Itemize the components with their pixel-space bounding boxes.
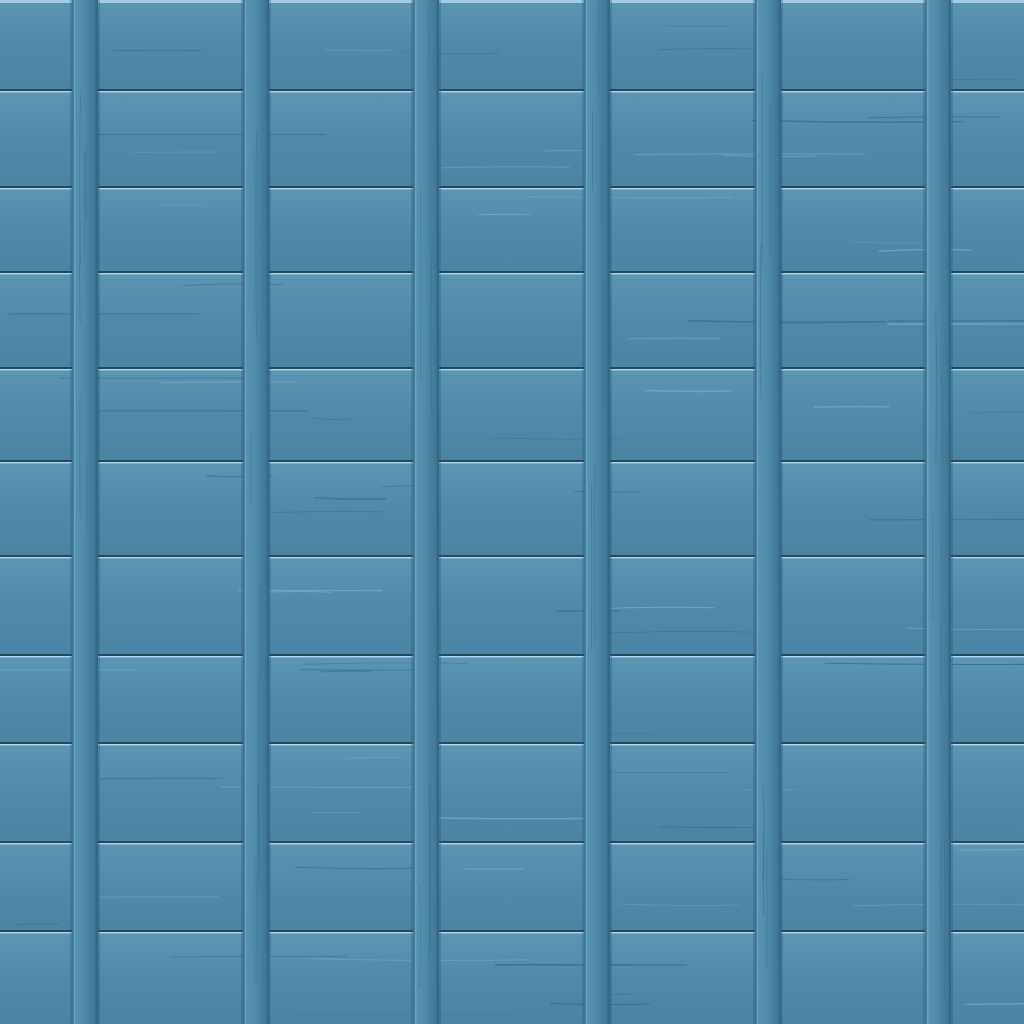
wood-grain-streak xyxy=(964,1003,1024,1006)
plank-row xyxy=(0,93,1024,187)
batten xyxy=(413,0,439,1024)
batten-grain-streak xyxy=(86,459,88,532)
wood-grain-streak xyxy=(774,878,850,881)
wood-grain-streak xyxy=(478,213,532,216)
wood-grain-streak xyxy=(526,195,733,199)
wood-grain-streak xyxy=(319,670,371,673)
batten-grain-streak xyxy=(760,243,762,399)
batten-grain-streak xyxy=(940,836,942,926)
plank-gap-shadow xyxy=(0,89,1024,91)
plank-gap-shadow xyxy=(0,930,1024,932)
wood-grain-streak xyxy=(303,662,467,665)
wood-grain-streak xyxy=(273,510,383,514)
top-edge-highlight xyxy=(0,0,1024,3)
wood-grain-streak xyxy=(323,49,395,52)
wood-grain-streak xyxy=(601,631,751,634)
wood-grain-streak xyxy=(295,866,413,870)
plank-row xyxy=(0,845,1024,931)
plank-gap-highlight xyxy=(0,744,1024,746)
wood-grain-streak xyxy=(644,389,732,393)
plank-gap-shadow xyxy=(0,742,1024,744)
plank-row xyxy=(0,371,1024,461)
wood-grain-streak xyxy=(441,166,570,169)
batten xyxy=(243,0,269,1024)
wood-grain-streak xyxy=(597,606,715,610)
wood-grain-streak xyxy=(970,411,1024,414)
wood-grain-streak xyxy=(688,320,887,324)
plank-gap-highlight xyxy=(0,557,1024,559)
wood-grain-streak xyxy=(878,248,972,252)
wood-grain-streak xyxy=(813,405,890,408)
batten-highlight xyxy=(927,0,929,1024)
batten-highlight xyxy=(245,0,247,1024)
plank-gap-shadow xyxy=(0,841,1024,843)
wood-grain-streak xyxy=(308,417,353,420)
wood-grain-streak xyxy=(420,817,601,820)
plank-gap-highlight xyxy=(0,188,1024,190)
plank-row xyxy=(0,464,1024,556)
plank-row xyxy=(0,3,1024,90)
wood-grain-streak xyxy=(633,153,866,156)
wood-grain-streak xyxy=(906,627,1024,630)
plank-gap-highlight xyxy=(0,932,1024,934)
batten-highlight xyxy=(586,0,588,1024)
plank-row xyxy=(0,934,1024,1024)
wood-grain-streak xyxy=(297,1013,515,1015)
batten-highlight xyxy=(757,0,759,1024)
wood-grain-streak xyxy=(345,756,402,760)
wood-grain-streak xyxy=(402,52,500,55)
plank-gap-highlight xyxy=(0,462,1024,464)
plank-gap-shadow xyxy=(0,186,1024,188)
plank-gap-shadow xyxy=(0,460,1024,462)
batten-grain-streak xyxy=(255,131,257,338)
batten-grain-streak xyxy=(419,191,422,380)
batten-grain-streak xyxy=(419,885,421,988)
batten xyxy=(584,0,610,1024)
plank-gap-shadow xyxy=(0,367,1024,369)
plank-row xyxy=(0,658,1024,743)
plank-gap-shadow xyxy=(0,555,1024,557)
batten-layer xyxy=(70,0,953,1024)
plank-row xyxy=(0,190,1024,272)
batten xyxy=(72,0,98,1024)
plank-gap-highlight xyxy=(0,656,1024,658)
plank-gap-highlight xyxy=(0,843,1024,845)
batten-grain-streak xyxy=(79,225,81,325)
wood-grain-streak xyxy=(620,903,741,906)
plank-row xyxy=(0,746,1024,842)
plank-gap-shadow xyxy=(0,654,1024,656)
batten-grain-streak xyxy=(762,786,765,882)
plank-gap-highlight xyxy=(0,273,1024,275)
batten-grain-streak xyxy=(427,4,430,80)
wood-grain-streak xyxy=(159,381,297,384)
plank-gap-highlight xyxy=(0,369,1024,371)
batten-grain-streak xyxy=(597,2,600,96)
batten xyxy=(925,0,951,1024)
batten-highlight xyxy=(415,0,417,1024)
wood-grain-streak xyxy=(299,668,426,671)
wood-grain-streak xyxy=(314,496,387,500)
plank-gap-shadow xyxy=(0,271,1024,273)
batten-grain-streak xyxy=(430,251,433,418)
plank-row xyxy=(0,559,1024,655)
wood-grain-streak xyxy=(182,283,284,287)
batten-grain-streak xyxy=(428,786,431,964)
batten-grain-streak xyxy=(935,309,937,463)
wood-grain-streak xyxy=(99,777,223,780)
batten xyxy=(755,0,781,1024)
plank-gap-highlight xyxy=(0,91,1024,93)
batten-highlight xyxy=(74,0,76,1024)
batten-grain-streak xyxy=(941,372,943,561)
batten-grain-streak xyxy=(932,512,934,620)
batten-grain-streak xyxy=(79,94,81,265)
wood-grain-streak xyxy=(958,848,1024,852)
wood-grain-streak xyxy=(13,923,59,926)
wood-grain-streak xyxy=(658,48,755,51)
